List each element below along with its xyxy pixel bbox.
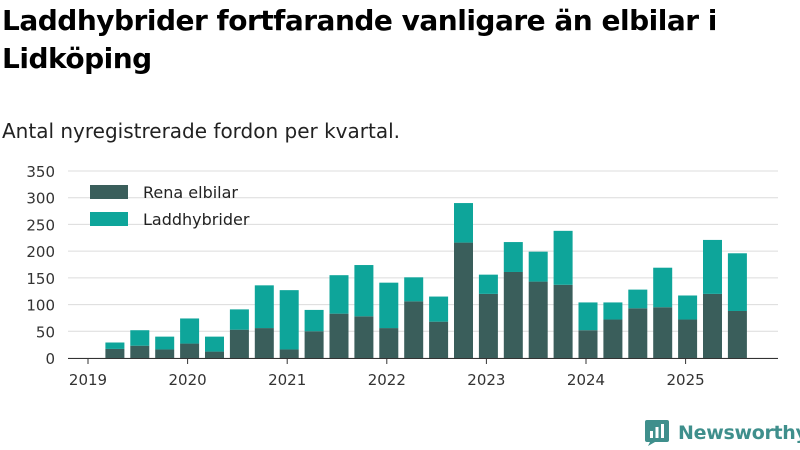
bar-laddhybrider	[130, 330, 150, 346]
brand-name: Newsworthy	[678, 422, 800, 444]
bar-laddhybrider	[603, 302, 623, 320]
bar-laddhybrider	[379, 282, 399, 329]
y-tick-label: 50	[36, 323, 55, 341]
bar-laddhybrider	[429, 296, 449, 322]
bar-rena-elbilar	[703, 293, 722, 358]
legend-swatch	[90, 185, 128, 199]
bar-laddhybrider	[180, 318, 200, 344]
chart-title: Laddhybrider fortfarande vanligare än el…	[2, 4, 717, 75]
bar-rena-elbilar	[304, 331, 324, 358]
legend-label: Laddhybrider	[143, 210, 250, 229]
bar-rena-elbilar	[628, 308, 648, 358]
bar-laddhybrider	[578, 302, 598, 331]
bar-laddhybrider	[678, 295, 698, 320]
x-tick-label: 2020	[169, 371, 207, 389]
bar-laddhybrider	[703, 239, 722, 294]
bar-laddhybrider	[478, 274, 498, 294]
bar-rena-elbilar	[279, 349, 299, 358]
bar-rena-elbilar	[678, 319, 698, 358]
bar-rena-elbilar	[155, 349, 175, 358]
bar-laddhybrider	[229, 309, 249, 330]
bar-rena-elbilar	[329, 313, 349, 358]
x-tick-label: 2025	[667, 371, 705, 389]
bar-rena-elbilar	[727, 310, 747, 358]
x-tick-label: 2022	[368, 371, 406, 389]
bar-rena-elbilar	[254, 328, 274, 358]
y-tick-label: 350	[26, 163, 55, 181]
bar-laddhybrider	[553, 230, 573, 285]
y-tick-label: 150	[26, 270, 55, 288]
newsworthy-logo-icon	[645, 420, 669, 446]
y-tick-label: 250	[26, 216, 55, 234]
bar-rena-elbilar	[603, 319, 623, 358]
x-tick-label: 2019	[69, 371, 107, 389]
bar-laddhybrider	[155, 336, 175, 350]
bar-laddhybrider	[653, 267, 673, 308]
bar-laddhybrider	[404, 277, 424, 302]
legend-label: Rena elbilar	[143, 183, 238, 202]
y-tick-label: 200	[26, 243, 55, 261]
x-tick-label: 2023	[467, 371, 505, 389]
bar-rena-elbilar	[354, 316, 374, 358]
bar-laddhybrider	[354, 265, 374, 317]
bar-laddhybrider	[279, 290, 299, 350]
bar-rena-elbilar	[553, 284, 573, 358]
bar-rena-elbilar	[130, 345, 150, 358]
bar-rena-elbilar	[105, 348, 125, 358]
bar-laddhybrider	[503, 242, 523, 272]
bar-laddhybrider	[329, 275, 349, 314]
bar-rena-elbilar	[205, 351, 224, 358]
bar-rena-elbilar	[528, 281, 548, 358]
bar-rena-elbilar	[454, 242, 473, 358]
y-tick-label: 0	[45, 350, 55, 368]
bar-laddhybrider	[628, 289, 648, 309]
bar-laddhybrider	[205, 336, 224, 352]
bar-rena-elbilar	[229, 329, 249, 358]
bar-rena-elbilar	[429, 321, 449, 358]
x-tick-label: 2021	[268, 371, 306, 389]
bar-rena-elbilar	[653, 307, 673, 358]
bar-laddhybrider	[528, 251, 548, 282]
bar-rena-elbilar	[404, 301, 424, 358]
chart-subtitle: Antal nyregistrerade fordon per kvartal.	[2, 119, 401, 143]
bar-laddhybrider	[304, 309, 324, 332]
bar-laddhybrider	[254, 285, 274, 329]
bar-rena-elbilar	[478, 293, 498, 358]
newsworthy-logo[interactable]: Newsworthy	[644, 419, 800, 447]
y-tick-label: 300	[26, 190, 55, 208]
bar-rena-elbilar	[379, 328, 399, 358]
bar-rena-elbilar	[578, 330, 598, 358]
bar-rena-elbilar	[180, 343, 200, 358]
x-tick-label: 2024	[567, 371, 605, 389]
bar-laddhybrider	[105, 342, 125, 349]
legend-swatch	[90, 212, 128, 226]
bar-laddhybrider	[454, 203, 473, 243]
bar-laddhybrider	[727, 253, 747, 311]
bar-rena-elbilar	[503, 271, 523, 358]
y-tick-label: 100	[26, 297, 55, 315]
